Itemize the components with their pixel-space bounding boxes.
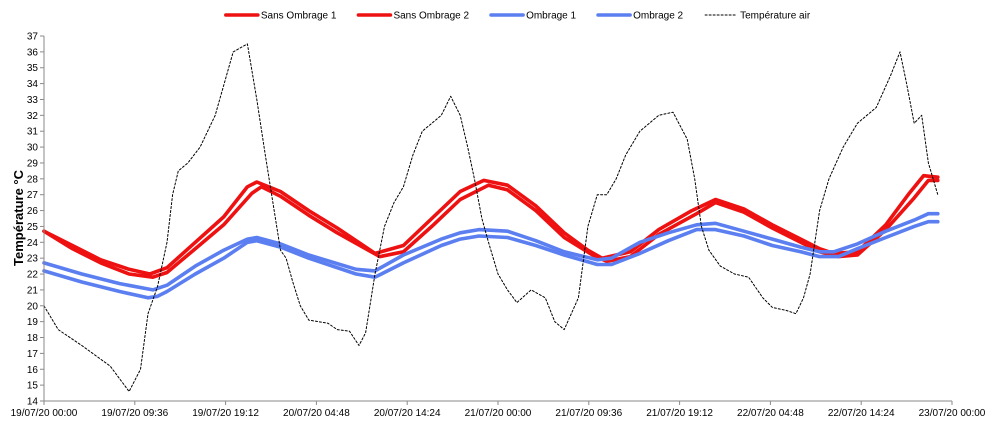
legend-label-1: Sans Ombrage 1 bbox=[261, 11, 337, 22]
y-tick-label: 18 bbox=[27, 333, 39, 344]
legend: Sans Ombrage 1 Sans Ombrage 2 Ombrage 1 Omb… bbox=[224, 11, 811, 22]
x-tick-label: 20/07/20 14:24 bbox=[374, 408, 441, 419]
y-tick-label: 28 bbox=[27, 174, 39, 185]
y-tick-label: 25 bbox=[27, 222, 39, 233]
series-line-1 bbox=[42, 173, 940, 276]
series-line-5 bbox=[43, 43, 939, 392]
y-tick-label: 33 bbox=[27, 95, 39, 106]
x-tick-label: 21/07/20 00:00 bbox=[465, 408, 532, 419]
x-tick-label: 19/07/20 00:00 bbox=[11, 408, 78, 419]
y-tick-label: 23 bbox=[27, 254, 39, 265]
y-tick-label: 26 bbox=[27, 206, 39, 217]
y-tick-label: 24 bbox=[27, 238, 39, 249]
series-line-3 bbox=[42, 211, 940, 292]
y-tick-label: 20 bbox=[27, 301, 39, 312]
y-tick-label: 36 bbox=[27, 47, 39, 58]
y-tick-label: 35 bbox=[27, 63, 39, 74]
y-tick-label: 22 bbox=[27, 270, 39, 281]
x-tick-label: 21/07/20 09:36 bbox=[555, 408, 622, 419]
x-tick-label: 20/07/20 04:48 bbox=[283, 408, 350, 419]
legend-label-2: Sans Ombrage 2 bbox=[393, 11, 469, 22]
y-axis-label: Température °C bbox=[11, 169, 26, 266]
x-tick-label: 19/07/20 09:36 bbox=[101, 408, 168, 419]
y-tick-label: 21 bbox=[27, 285, 39, 296]
legend-label-3: Ombrage 1 bbox=[526, 11, 576, 22]
y-tick-label: 27 bbox=[27, 190, 39, 201]
y-tick-label: 30 bbox=[27, 143, 39, 154]
x-tick-label: 22/07/20 14:24 bbox=[828, 408, 895, 419]
y-tick-label: 32 bbox=[27, 111, 39, 122]
y-tick-label: 37 bbox=[27, 32, 39, 43]
y-tick-label: 29 bbox=[27, 158, 39, 169]
x-tick-label: 21/07/20 19:12 bbox=[646, 408, 713, 419]
x-tick-label: 19/07/20 19:12 bbox=[192, 408, 259, 419]
y-tick-label: 14 bbox=[27, 397, 39, 408]
legend-label-5: Température air bbox=[740, 11, 811, 22]
axes: 14 15 16 17 18 19 20 21 22 23 24 25 26 27 28 29 30 31 32 33… bbox=[11, 32, 986, 420]
series-layer bbox=[42, 43, 940, 392]
y-tick-label: 31 bbox=[27, 127, 39, 138]
legend-label-4: Ombrage 2 bbox=[633, 11, 683, 22]
x-tick-label: 22/07/20 04:48 bbox=[737, 408, 804, 419]
x-tick-label: 23/07/20 00:00 bbox=[919, 408, 986, 419]
y-tick-label: 34 bbox=[27, 79, 39, 90]
y-tick-label: 19 bbox=[27, 317, 39, 328]
y-tick-label: 16 bbox=[27, 365, 39, 376]
series-line-4 bbox=[42, 219, 940, 300]
y-tick-label: 17 bbox=[27, 349, 39, 360]
y-tick-label: 15 bbox=[27, 381, 39, 392]
